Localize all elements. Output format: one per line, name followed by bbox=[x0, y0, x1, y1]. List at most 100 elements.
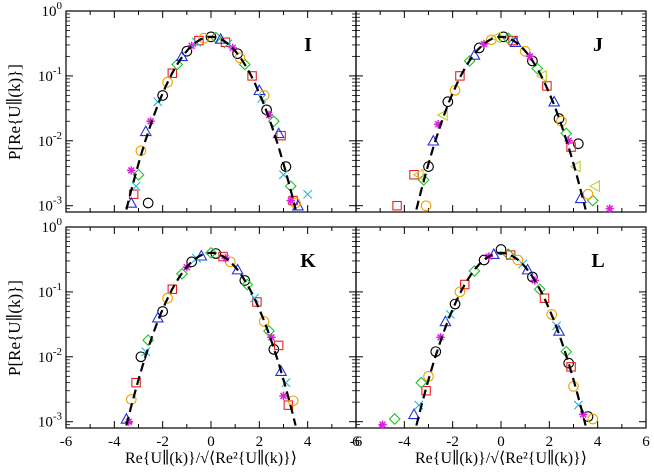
marker-diamond bbox=[267, 115, 280, 128]
y-tick-label: 10-3 bbox=[38, 411, 63, 431]
marker-cross bbox=[249, 293, 260, 303]
marker-circle bbox=[239, 275, 251, 286]
y-tick-label: 10-2 bbox=[38, 130, 62, 150]
marker-square bbox=[273, 340, 284, 351]
marker-star bbox=[286, 196, 295, 205]
y-tick-label: 100 bbox=[42, 216, 63, 236]
marker-diamond bbox=[176, 267, 188, 280]
marker-circle bbox=[553, 113, 565, 124]
x-axis-label-right: Re{U∥(k)}/√⟨Re²{U∥(k)}⟩ bbox=[415, 449, 587, 467]
marker-cross bbox=[303, 189, 313, 199]
x-tick-label: -6 bbox=[60, 434, 73, 450]
x-tick-label: -4 bbox=[398, 434, 411, 450]
marker-diamond bbox=[388, 413, 401, 426]
marker-left-triangle bbox=[588, 180, 601, 193]
marker-star bbox=[605, 204, 614, 213]
marker-circle bbox=[142, 197, 154, 209]
x-tick-label: 4 bbox=[304, 434, 312, 450]
marker-square bbox=[392, 200, 402, 211]
marker-triangle bbox=[139, 124, 152, 137]
marker-triangle bbox=[272, 127, 285, 139]
marker-circle-orange bbox=[198, 32, 210, 44]
marker-circle-orange bbox=[587, 413, 599, 425]
x-tick-label: 6 bbox=[352, 434, 360, 450]
x-tick-label: 4 bbox=[594, 434, 602, 450]
marker-star bbox=[433, 120, 443, 129]
gaussian-reference-curve bbox=[125, 251, 297, 426]
marker-triangle bbox=[468, 48, 481, 60]
marker-star bbox=[127, 166, 136, 175]
marker-star bbox=[279, 391, 288, 401]
y-tick-label: 10-1 bbox=[38, 65, 62, 85]
marker-diamond bbox=[132, 168, 145, 181]
x-tick-label: 0 bbox=[207, 434, 215, 450]
x-axis-label-left: Re{U∥(k)}/√⟨Re²{U∥(k)}⟩ bbox=[125, 449, 297, 467]
marker-triangle bbox=[214, 32, 227, 44]
marker-circle bbox=[442, 96, 454, 108]
marker-triangle bbox=[175, 50, 189, 62]
marker-square bbox=[167, 68, 178, 78]
panel-L: -6 -4 -2 0 2 4 6 L bbox=[350, 226, 650, 450]
x-tick-label: -2 bbox=[446, 434, 459, 450]
marker-circle bbox=[449, 298, 461, 310]
x-tick-label: -4 bbox=[108, 434, 121, 450]
marker-star bbox=[378, 420, 387, 429]
marker-circle-orange bbox=[287, 395, 299, 407]
y-tick-label: 10-3 bbox=[38, 195, 63, 215]
marker-circle-orange bbox=[135, 145, 147, 157]
marker-star bbox=[267, 333, 276, 342]
marker-star bbox=[525, 52, 535, 61]
marker-circle-orange bbox=[162, 76, 173, 88]
marker-circle bbox=[186, 256, 198, 268]
marker-diamond bbox=[533, 283, 546, 296]
marker-left-triangle bbox=[412, 168, 424, 181]
x-tick-label: -2 bbox=[156, 434, 169, 450]
x-tick-label: -6 bbox=[350, 434, 363, 450]
gaussian-reference-curve bbox=[415, 35, 587, 210]
marker-star bbox=[187, 41, 196, 51]
marker-star bbox=[479, 39, 489, 49]
marker-diamond bbox=[531, 62, 544, 75]
marker-square bbox=[421, 385, 431, 396]
marker-triangle bbox=[407, 407, 421, 420]
panel-letter: I bbox=[304, 34, 312, 56]
marker-circle-orange bbox=[162, 292, 173, 304]
marker-square bbox=[459, 279, 470, 290]
marker-star bbox=[124, 417, 134, 426]
y-axis-label-top: P[Re{U∥(k)}] bbox=[5, 64, 24, 160]
marker-triangle bbox=[574, 191, 587, 204]
panel-letter: K bbox=[300, 250, 316, 272]
marker-star bbox=[564, 136, 573, 146]
marker-triangle bbox=[552, 324, 566, 336]
marker-diamond bbox=[171, 58, 184, 71]
marker-square bbox=[455, 71, 465, 81]
gaussian-reference-curve bbox=[415, 251, 587, 426]
marker-square bbox=[131, 377, 141, 388]
marker-circle-orange bbox=[512, 254, 524, 266]
marker-circle-orange bbox=[258, 316, 270, 327]
marker-circle-orange bbox=[582, 188, 594, 200]
x-tick-label: 6 bbox=[642, 434, 650, 450]
panel-K: -6 -4 -2 0 2 4 6 10-3 10-2 10-1 100 K bbox=[38, 216, 360, 450]
marker-circle bbox=[495, 244, 507, 255]
marker-star bbox=[146, 117, 155, 126]
y-tick-label: 100 bbox=[42, 0, 63, 20]
marker-circle-orange bbox=[420, 200, 432, 212]
marker-star bbox=[578, 410, 588, 419]
y-axis-label-bottom: P[Re{U∥(k)}] bbox=[5, 280, 24, 376]
marker-star bbox=[436, 333, 445, 342]
marker-circle bbox=[157, 90, 169, 101]
marker-square bbox=[409, 169, 419, 180]
marker-circle-orange bbox=[454, 286, 466, 298]
marker-diamond bbox=[586, 194, 599, 207]
gaussian-reference-curve bbox=[125, 35, 297, 210]
x-tick-label: 2 bbox=[546, 434, 554, 450]
marker-square bbox=[247, 71, 257, 81]
x-tick-label: 0 bbox=[497, 434, 505, 450]
panel-J: J bbox=[355, 10, 647, 213]
marker-cross bbox=[131, 181, 141, 191]
marker-diamond bbox=[263, 325, 275, 337]
marker-square bbox=[167, 284, 178, 294]
